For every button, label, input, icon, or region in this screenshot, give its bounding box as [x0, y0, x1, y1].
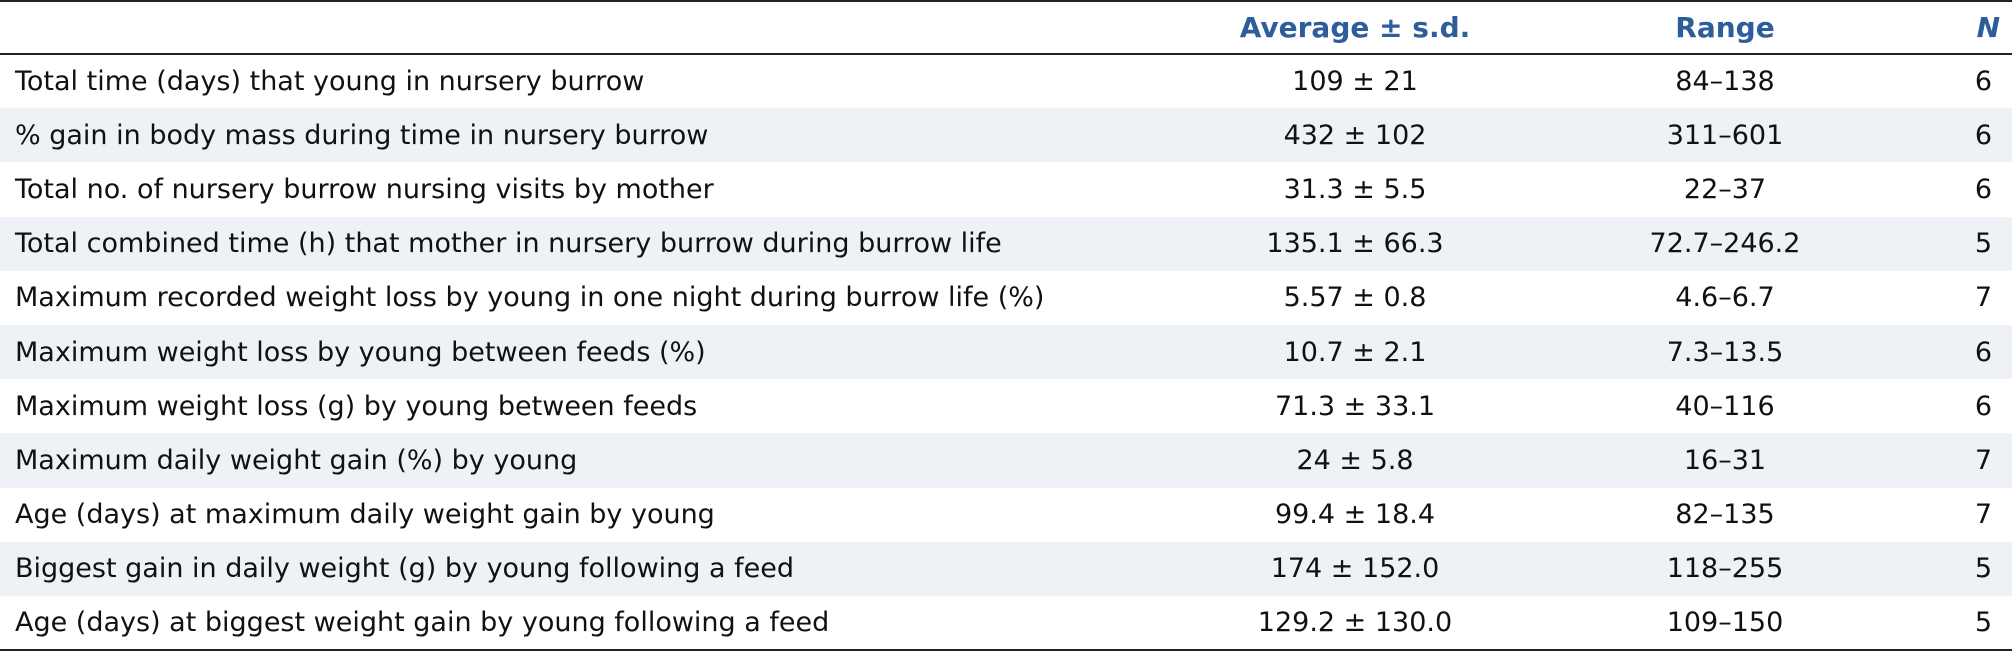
row-n: 7	[1974, 499, 1992, 531]
row-n: 7	[1890, 433, 2012, 488]
row-range: 72.7–246.2	[1560, 216, 1890, 271]
row-range: 109–150	[1560, 595, 1890, 651]
row-average: 10.7 ± 2.1	[1150, 324, 1560, 380]
table-header: Average ± s.d. Range N	[0, 0, 2012, 55]
row-average: 31.3 ± 5.5	[1283, 173, 1427, 205]
row-range: 40–116	[1675, 390, 1775, 422]
header-row: Average ± s.d. Range N	[0, 0, 2012, 55]
row-label: Maximum weight loss (g) by young between…	[15, 390, 698, 422]
row-range: 118–255	[1560, 541, 1890, 596]
row-average: 109 ± 21	[1292, 66, 1418, 98]
row-n: 5	[1890, 541, 2012, 596]
row-label: Maximum weight loss by young between fee…	[0, 324, 1150, 380]
row-label: Total combined time (h) that mother in n…	[0, 216, 1150, 271]
row-label: Maximum recorded weight loss by young in…	[15, 282, 1045, 314]
row-average: 135.1 ± 66.3	[1150, 216, 1560, 271]
header-average: Average ± s.d.	[1150, 0, 1560, 55]
table-row: Maximum recorded weight loss by young in…	[0, 271, 2012, 325]
table-body: Total time (days) that young in nursery …	[0, 54, 2012, 651]
row-range: 311–601	[1560, 108, 1890, 163]
row-n: 6	[1890, 324, 2012, 380]
row-n: 6	[1974, 390, 1992, 422]
row-range: 4.6–6.7	[1675, 282, 1775, 314]
table-row: Age (days) at maximum daily weight gain …	[0, 488, 2012, 542]
row-average: 129.2 ± 130.0	[1150, 595, 1560, 651]
row-range: 7.3–13.5	[1560, 324, 1890, 380]
table-row: Maximum weight loss (g) by young between…	[0, 379, 2012, 433]
row-label: Age (days) at maximum daily weight gain …	[15, 499, 715, 531]
row-average: 24 ± 5.8	[1150, 433, 1560, 488]
table-row: Maximum daily weight gain (%) by young 2…	[0, 433, 2012, 488]
row-n: 6	[1890, 108, 2012, 163]
header-range: Range	[1560, 0, 1890, 55]
table-row: Age (days) at biggest weight gain by you…	[0, 595, 2012, 651]
row-n: 5	[1890, 595, 2012, 651]
row-n: 6	[1974, 173, 1992, 205]
row-label: Maximum daily weight gain (%) by young	[0, 433, 1150, 488]
table-row: Total time (days) that young in nursery …	[0, 54, 2012, 108]
row-range: 16–31	[1560, 433, 1890, 488]
row-average: 432 ± 102	[1150, 108, 1560, 163]
table-row: Biggest gain in daily weight (g) by youn…	[0, 541, 2012, 596]
header-label	[0, 0, 1150, 55]
row-average: 5.57 ± 0.8	[1283, 282, 1427, 314]
row-label: Total time (days) that young in nursery …	[15, 66, 645, 98]
table-row: % gain in body mass during time in nurse…	[0, 108, 2012, 163]
row-label: Age (days) at biggest weight gain by you…	[0, 595, 1150, 651]
row-average: 174 ± 152.0	[1150, 541, 1560, 596]
row-average: 71.3 ± 33.1	[1274, 390, 1436, 422]
row-n: 6	[1974, 66, 1992, 98]
row-range: 22–37	[1683, 173, 1767, 205]
row-average: 99.4 ± 18.4	[1274, 499, 1436, 531]
row-n: 5	[1890, 216, 2012, 271]
row-label: Biggest gain in daily weight (g) by youn…	[0, 541, 1150, 596]
row-label: Total no. of nursery burrow nursing visi…	[15, 173, 714, 205]
row-label: % gain in body mass during time in nurse…	[0, 108, 1150, 163]
table-row: Total no. of nursery burrow nursing visi…	[0, 162, 2012, 216]
table-row: Maximum weight loss by young between fee…	[0, 324, 2012, 380]
header-n: N	[1890, 0, 2012, 55]
row-range: 82–135	[1675, 499, 1775, 531]
table-row: Total combined time (h) that mother in n…	[0, 216, 2012, 271]
row-range: 84–138	[1675, 66, 1775, 98]
row-n: 7	[1974, 282, 1992, 314]
